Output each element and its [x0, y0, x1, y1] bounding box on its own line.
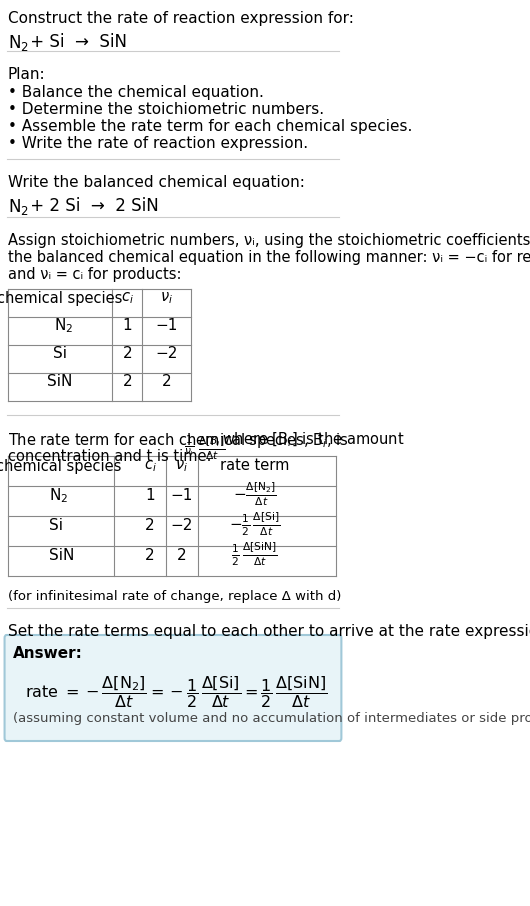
Text: • Write the rate of reaction expression.: • Write the rate of reaction expression. — [8, 136, 308, 151]
Text: 2: 2 — [145, 548, 155, 564]
Text: $\frac{1}{2}\,\frac{\Delta[\mathrm{SiN}]}{\Delta t}$: $\frac{1}{2}\,\frac{\Delta[\mathrm{SiN}]… — [231, 540, 278, 568]
Text: $\frac{\Delta[B_i]}{\Delta t}$: $\frac{\Delta[B_i]}{\Delta t}$ — [198, 434, 226, 462]
Text: Answer:: Answer: — [13, 646, 83, 661]
Text: • Assemble the rate term for each chemical species.: • Assemble the rate term for each chemic… — [8, 119, 412, 134]
Text: $-\frac{1}{2}\,\frac{\Delta[\mathrm{Si}]}{\Delta t}$: $-\frac{1}{2}\,\frac{\Delta[\mathrm{Si}]… — [229, 510, 280, 538]
Text: Plan:: Plan: — [8, 67, 46, 82]
Text: + Si  →  SiN: + Si → SiN — [25, 33, 127, 51]
Text: concentration and t is time:: concentration and t is time: — [8, 449, 211, 464]
Text: + 2 Si  →  2 SiN: + 2 Si → 2 SiN — [25, 197, 158, 215]
Text: 1: 1 — [122, 319, 132, 333]
Text: 2: 2 — [162, 374, 171, 390]
Text: −1: −1 — [155, 319, 178, 333]
Text: Si: Si — [49, 518, 63, 534]
Text: $-\frac{\Delta[\mathrm{N_2}]}{\Delta t}$: $-\frac{\Delta[\mathrm{N_2}]}{\Delta t}$ — [233, 480, 276, 508]
Text: chemical species: chemical species — [0, 291, 123, 305]
Text: Set the rate terms equal to each other to arrive at the rate expression:: Set the rate terms equal to each other t… — [8, 624, 530, 639]
Text: N$_2$: N$_2$ — [54, 317, 73, 335]
Text: $\nu_i$: $\nu_i$ — [160, 290, 173, 306]
Text: Construct the rate of reaction expression for:: Construct the rate of reaction expressio… — [8, 11, 354, 26]
Text: Write the balanced chemical equation:: Write the balanced chemical equation: — [8, 175, 305, 190]
Text: the balanced chemical equation in the following manner: νᵢ = −cᵢ for reactants: the balanced chemical equation in the fo… — [8, 250, 530, 265]
Text: 2: 2 — [122, 346, 132, 361]
Text: $c_i$: $c_i$ — [121, 290, 134, 306]
Text: and νᵢ = cᵢ for products:: and νᵢ = cᵢ for products: — [8, 267, 181, 282]
FancyBboxPatch shape — [5, 635, 341, 741]
Text: 2: 2 — [176, 548, 186, 564]
Text: N$_2$: N$_2$ — [49, 487, 68, 506]
Text: SiN: SiN — [49, 548, 74, 564]
Text: Assign stoichiometric numbers, νᵢ, using the stoichiometric coefficients, cᵢ, fr: Assign stoichiometric numbers, νᵢ, using… — [8, 233, 530, 248]
Text: chemical species: chemical species — [0, 458, 121, 474]
Text: rate term: rate term — [220, 458, 289, 474]
Text: $c_i$: $c_i$ — [144, 458, 156, 474]
Text: SiN: SiN — [47, 374, 73, 390]
Text: • Balance the chemical equation.: • Balance the chemical equation. — [8, 85, 264, 100]
Text: rate $= -\dfrac{\Delta[\mathrm{N_2}]}{\Delta t} = -\dfrac{1}{2}\,\dfrac{\Delta[\: rate $= -\dfrac{\Delta[\mathrm{N_2}]}{\D… — [25, 674, 328, 710]
Text: where [B$_i$] is the amount: where [B$_i$] is the amount — [222, 431, 404, 449]
Text: Si: Si — [53, 346, 67, 361]
Text: −2: −2 — [170, 518, 192, 534]
Text: 2: 2 — [122, 374, 132, 390]
Text: • Determine the stoichiometric numbers.: • Determine the stoichiometric numbers. — [8, 102, 324, 117]
Text: $\frac{1}{\nu_i}$: $\frac{1}{\nu_i}$ — [184, 434, 195, 459]
Text: (for infinitesimal rate of change, replace Δ with d): (for infinitesimal rate of change, repla… — [8, 590, 341, 603]
Text: $\nu_i$: $\nu_i$ — [175, 458, 188, 474]
Text: 1: 1 — [145, 488, 155, 504]
Text: −2: −2 — [155, 346, 178, 361]
Text: N$_2$: N$_2$ — [8, 197, 29, 217]
Text: N$_2$: N$_2$ — [8, 33, 29, 53]
Text: 2: 2 — [145, 518, 155, 534]
Text: (assuming constant volume and no accumulation of intermediates or side products): (assuming constant volume and no accumul… — [13, 712, 530, 725]
Text: The rate term for each chemical species, B$_i$, is: The rate term for each chemical species,… — [8, 431, 348, 450]
Text: −1: −1 — [170, 488, 192, 504]
